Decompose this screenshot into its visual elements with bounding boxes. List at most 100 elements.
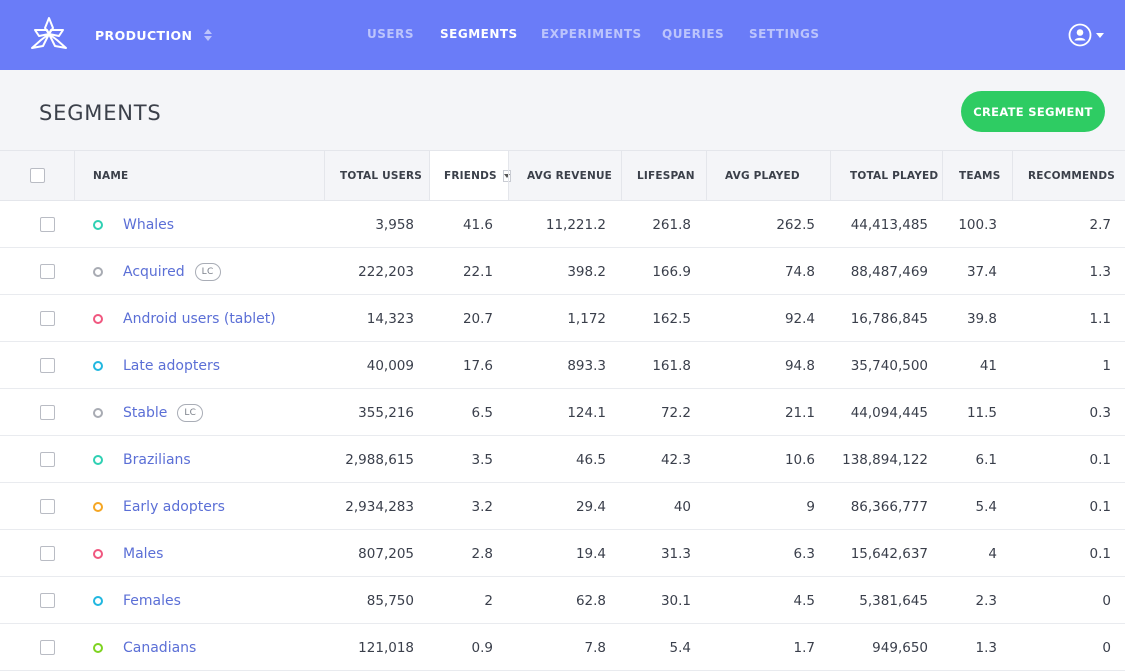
nav-segments[interactable]: SEGMENTS	[440, 27, 518, 41]
segment-color-dot-icon	[93, 266, 103, 277]
cell-avg-played: 1.7	[793, 639, 815, 656]
column-header-total-users[interactable]: TOTAL USERS	[324, 151, 429, 200]
nav-users[interactable]: USERS	[367, 27, 414, 41]
cell-teams: 39.8	[966, 310, 997, 327]
table-row[interactable]: Android users (tablet) 14,323 20.7 1,172 162…	[0, 295, 1125, 342]
cell-total-users: 2,988,615	[345, 451, 414, 468]
row-checkbox[interactable]	[39, 311, 55, 326]
cell-avg-revenue: 398.2	[567, 263, 606, 280]
row-checkbox[interactable]	[39, 640, 55, 655]
cell-name: Brazilians	[93, 436, 323, 483]
segment-color-dot-icon	[93, 548, 103, 559]
segment-color-dot-icon	[93, 360, 103, 371]
table-row[interactable]: Late adopters 40,009 17.6 893.3 161.8 94.8 35,…	[0, 342, 1125, 389]
select-all-checkbox[interactable]	[29, 168, 45, 183]
segment-name-link[interactable]: Stable	[123, 404, 168, 421]
cell-friends: 17.6	[462, 357, 493, 374]
table-row[interactable]: Females 85,750 2 62.8 30.1 4.5 5,381,645 2.3 0	[0, 577, 1125, 624]
segment-color-dot-icon	[93, 501, 103, 512]
cell-total-users: 3,958	[375, 216, 414, 233]
user-avatar-icon	[1068, 23, 1092, 47]
cell-total-users: 2,934,283	[345, 498, 414, 515]
cell-total-played: 44,413,485	[850, 216, 928, 233]
cell-avg-revenue: 19.4	[575, 545, 606, 562]
chevron-down-icon	[1096, 32, 1104, 38]
cell-lifespan: 42.3	[660, 451, 691, 468]
segment-color-dot-icon	[93, 313, 103, 324]
cell-total-played: 16,786,845	[850, 310, 928, 327]
segment-name-link[interactable]: Canadians	[123, 639, 197, 656]
segment-name-link[interactable]: Android users (tablet)	[123, 310, 276, 327]
column-header-name[interactable]: NAME	[74, 151, 324, 200]
row-checkbox[interactable]	[39, 452, 55, 467]
table-header: NAME TOTAL USERS FRIENDS AVG REVENUE LIF…	[0, 151, 1125, 201]
nav-settings[interactable]: SETTINGS	[749, 27, 820, 41]
lifecycle-badge: LC	[177, 403, 204, 422]
cell-total-users: 355,216	[358, 404, 414, 421]
cell-name: Acquired LC	[93, 248, 323, 295]
segment-name-link[interactable]: Females	[123, 592, 181, 609]
cell-total-played: 88,487,469	[850, 263, 928, 280]
segment-name-link[interactable]: Late adopters	[123, 357, 221, 374]
app-logo-icon[interactable]	[29, 16, 69, 52]
cell-avg-revenue: 124.1	[567, 404, 606, 421]
table-row[interactable]: Acquired LC 222,203 22.1 398.2 166.9 74.8 88,48…	[0, 248, 1125, 295]
segment-name-link[interactable]: Males	[123, 545, 164, 562]
cell-friends: 3.5	[471, 451, 493, 468]
cell-avg-played: 4.5	[793, 592, 815, 609]
sort-dropdown-icon[interactable]	[502, 169, 511, 182]
column-header-avg-played[interactable]: AVG PLAYED	[706, 151, 830, 200]
top-navigation-bar: PRODUCTION USERS SEGMENTS EXPERIMENTS QU…	[0, 0, 1125, 70]
row-checkbox[interactable]	[39, 264, 55, 279]
row-checkbox[interactable]	[39, 499, 55, 514]
column-header-avg-revenue[interactable]: AVG REVENUE	[508, 151, 621, 200]
row-checkbox[interactable]	[39, 593, 55, 608]
segment-name-link[interactable]: Brazilians	[123, 451, 191, 468]
cell-total-users: 222,203	[358, 263, 414, 280]
column-header-teams[interactable]: TEAMS	[942, 151, 1012, 200]
table-row[interactable]: Whales 3,958 41.6 11,221.2 261.8 262.5 44,413,…	[0, 201, 1125, 248]
cell-friends: 41.6	[462, 216, 493, 233]
row-checkbox[interactable]	[39, 358, 55, 373]
row-select-cell	[0, 577, 94, 624]
main-nav: USERS SEGMENTS EXPERIMENTS QUERIES SETTI…	[0, 27, 1125, 43]
row-checkbox[interactable]	[39, 217, 55, 232]
table-row[interactable]: Canadians 121,018 0.9 7.8 5.4 1.7 949,650 1.3 0	[0, 624, 1125, 671]
cell-name: Stable LC	[93, 389, 323, 436]
cell-recommends: 2.7	[1089, 216, 1111, 233]
cell-teams: 6.1	[975, 451, 997, 468]
cell-avg-played: 9	[806, 498, 815, 515]
segment-name-link[interactable]: Early adopters	[123, 498, 225, 515]
table-row[interactable]: Brazilians 2,988,615 3.5 46.5 42.3 10.6 138,89…	[0, 436, 1125, 483]
user-menu[interactable]	[1068, 23, 1104, 47]
create-segment-button[interactable]: CREATE SEGMENT	[961, 91, 1105, 132]
cell-avg-played: 262.5	[776, 216, 815, 233]
cell-avg-revenue: 46.5	[575, 451, 606, 468]
column-header-recommends[interactable]: RECOMMENDS	[1012, 151, 1125, 200]
cell-teams: 41	[979, 357, 997, 374]
nav-experiments[interactable]: EXPERIMENTS	[541, 27, 642, 41]
cell-name: Females	[93, 577, 323, 624]
table-row[interactable]: Early adopters 2,934,283 3.2 29.4 40 9 86,366,…	[0, 483, 1125, 530]
row-select-cell	[0, 248, 94, 295]
segment-name-link[interactable]: Whales	[123, 216, 175, 233]
cell-lifespan: 162.5	[652, 310, 691, 327]
column-header-friends[interactable]: FRIENDS	[429, 151, 511, 200]
environment-selector[interactable]: PRODUCTION	[95, 26, 213, 44]
table-row[interactable]: Males 807,205 2.8 19.4 31.3 6.3 15,642,637 4 0.1	[0, 530, 1125, 577]
segment-color-dot-icon	[93, 219, 103, 230]
cell-avg-revenue: 7.8	[584, 639, 606, 656]
table-row[interactable]: Stable LC 355,216 6.5 124.1 72.2 21.1 44,094,44…	[0, 389, 1125, 436]
column-header-total-played[interactable]: TOTAL PLAYED	[830, 151, 942, 200]
nav-queries[interactable]: QUERIES	[662, 27, 725, 41]
cell-total-users: 121,018	[358, 639, 414, 656]
cell-recommends: 0.1	[1089, 545, 1111, 562]
cell-total-users: 14,323	[366, 310, 414, 327]
row-checkbox[interactable]	[39, 546, 55, 561]
column-header-lifespan[interactable]: LIFESPAN	[621, 151, 706, 200]
cell-lifespan: 31.3	[660, 545, 691, 562]
segment-name-link[interactable]: Acquired	[123, 263, 185, 280]
cell-total-played: 138,894,122	[842, 451, 928, 468]
up-down-arrows-icon	[204, 29, 213, 41]
row-checkbox[interactable]	[39, 405, 55, 420]
